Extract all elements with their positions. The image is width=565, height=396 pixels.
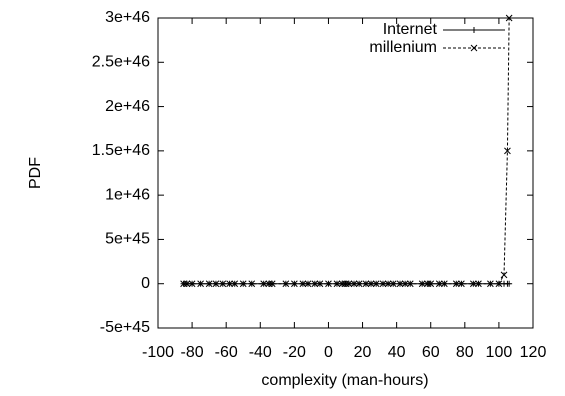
cross-marker: [406, 280, 414, 288]
cross-marker: [239, 280, 247, 288]
cross-marker: [345, 280, 353, 288]
x-axis-label: complexity (man-hours): [261, 372, 428, 389]
y-tick-label: 1e+46: [105, 186, 150, 203]
legend-label: Internet: [383, 21, 438, 38]
cross-marker: [355, 280, 363, 288]
cross-marker: [197, 280, 204, 288]
cross-marker: [505, 14, 513, 22]
cross-marker: [311, 280, 319, 288]
y-tick-label: 3e+46: [105, 9, 150, 26]
x-tick-label: -40: [249, 344, 272, 361]
cross-marker: [500, 271, 508, 279]
cross-marker: [435, 280, 443, 288]
cross-marker: [362, 280, 370, 288]
x-tick-label: -60: [215, 344, 238, 361]
y-tick-label: 2.5e+46: [92, 54, 150, 71]
cross-marker: [248, 280, 256, 288]
cross-marker: [226, 280, 233, 288]
cross-marker: [452, 280, 460, 288]
x-tick-label: 100: [486, 344, 513, 361]
y-tick-label: 1.5e+46: [92, 142, 150, 159]
x-tick-label: 0: [324, 344, 333, 361]
plot-frame: [157, 17, 534, 329]
cross-marker: [260, 280, 268, 288]
cross-marker: [396, 280, 404, 288]
cross-marker: [389, 280, 397, 288]
cross-marker: [401, 280, 409, 288]
cross-marker: [469, 280, 477, 288]
x-tick-label: 60: [422, 344, 440, 361]
cross-marker: [458, 280, 465, 288]
cross-marker: [268, 280, 276, 288]
x-tick-label: 120: [520, 344, 547, 361]
legend-marker: [471, 27, 477, 33]
cross-marker: [231, 280, 239, 288]
legend-label: millenium: [369, 39, 437, 56]
legend-marker: [470, 44, 478, 52]
cross-marker: [205, 280, 213, 288]
cross-marker: [316, 280, 324, 288]
cross-marker: [212, 280, 220, 288]
x-tick-label: -20: [283, 344, 306, 361]
cross-marker: [304, 280, 312, 288]
cross-marker: [418, 280, 426, 288]
y-tick-label: -5e+45: [100, 319, 150, 336]
cross-marker: [325, 280, 332, 288]
cross-marker: [441, 280, 448, 288]
y-axis-label: PDF: [27, 157, 44, 189]
cross-marker: [350, 280, 358, 288]
cross-marker: [495, 280, 503, 288]
cross-marker: [372, 280, 380, 288]
plus-marker: [506, 280, 513, 287]
cross-marker: [188, 280, 196, 288]
x-tick-label: 40: [388, 344, 406, 361]
cross-marker: [333, 280, 341, 288]
cross-marker: [299, 280, 307, 288]
cross-marker: [282, 280, 290, 288]
cross-marker: [384, 280, 392, 288]
x-tick-label: 20: [354, 344, 372, 361]
cross-marker: [291, 280, 298, 288]
x-tick-label: 80: [456, 344, 474, 361]
cross-marker: [427, 280, 435, 288]
x-tick-label: -100: [142, 344, 174, 361]
cross-marker: [183, 280, 191, 288]
cross-marker: [475, 280, 482, 288]
y-tick-label: 2e+46: [105, 98, 150, 115]
cross-marker: [219, 280, 227, 288]
cross-marker: [367, 280, 375, 288]
y-tick-label: 0: [141, 275, 150, 292]
y-tick-label: 5e+45: [105, 231, 150, 248]
series-line: [183, 17, 510, 285]
cross-marker: [379, 280, 387, 288]
cross-marker: [504, 147, 511, 155]
x-tick-label: -80: [181, 344, 204, 361]
cross-marker: [487, 280, 494, 288]
